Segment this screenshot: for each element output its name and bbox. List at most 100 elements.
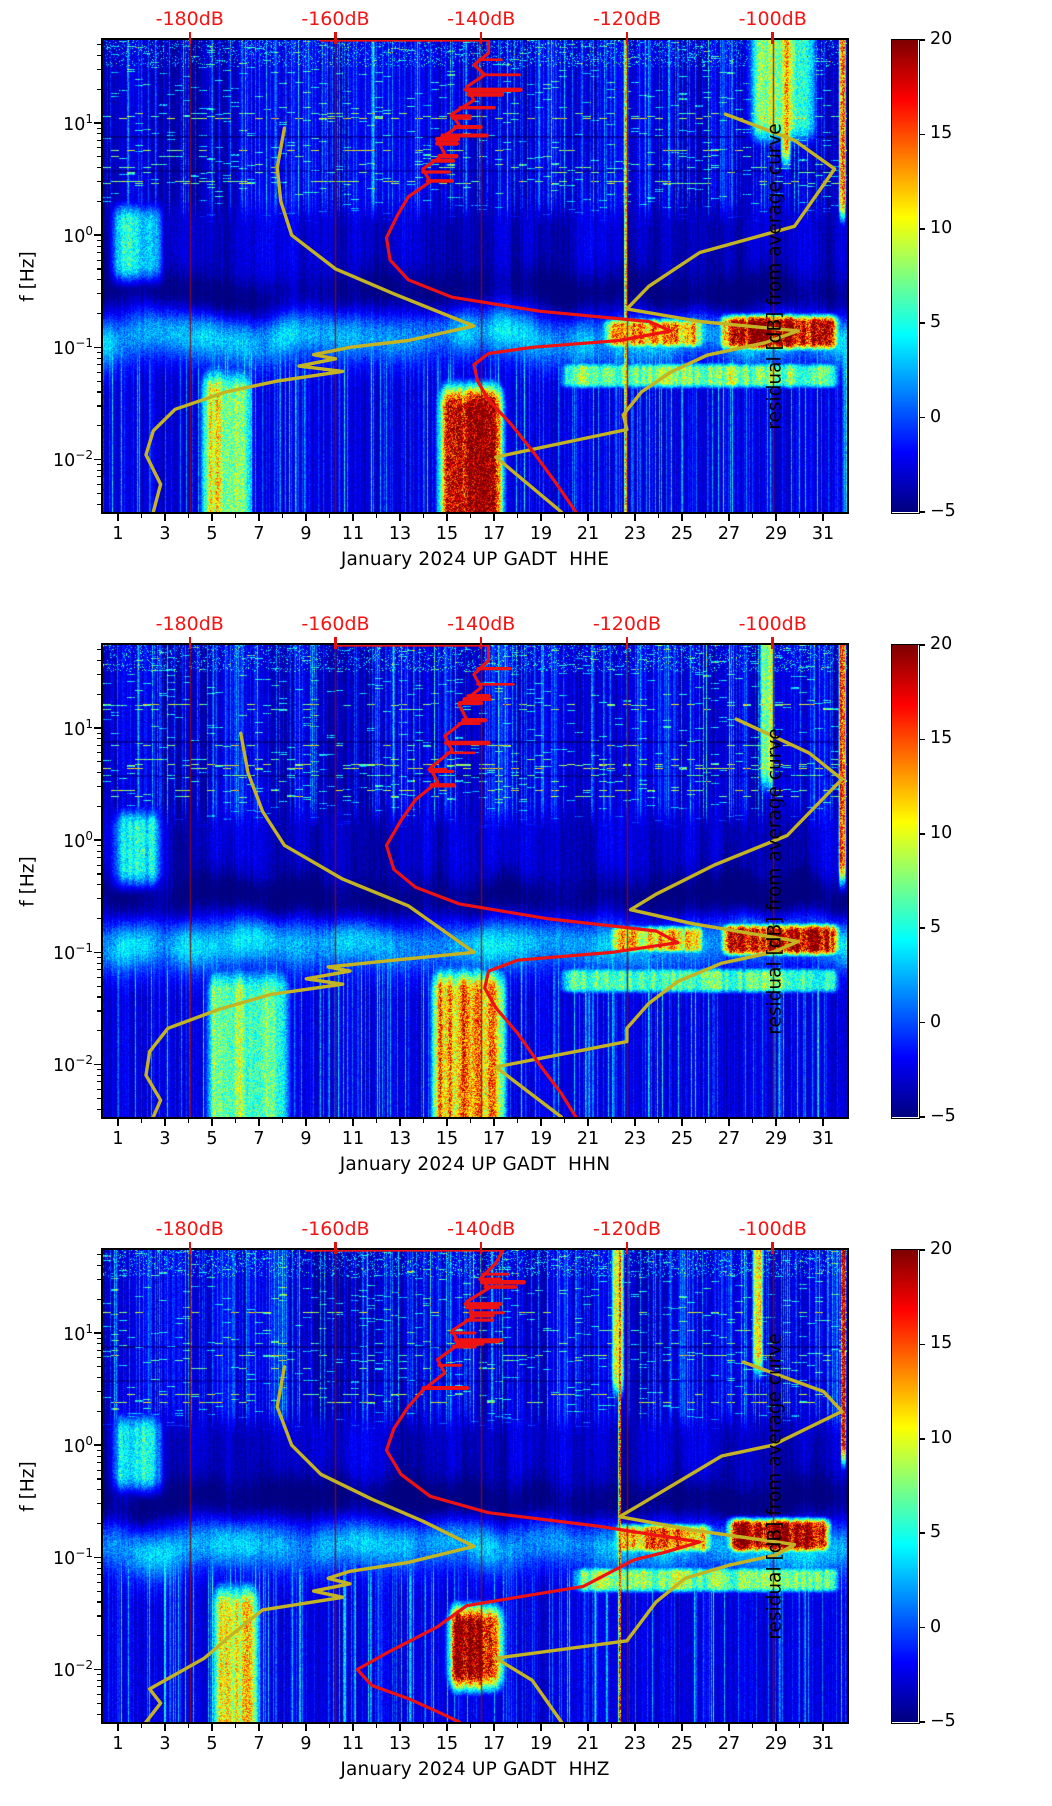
x-minor-tick	[234, 1119, 237, 1123]
y-minor-tick	[97, 469, 101, 471]
y-minor-tick	[97, 752, 101, 754]
x-tick-label: 31	[811, 1734, 835, 1754]
colorbar-tick-label: −5	[930, 1711, 956, 1731]
y-tick-label: 100	[63, 829, 93, 852]
y-minor-tick	[97, 1561, 101, 1564]
x-major-tick	[164, 514, 166, 521]
y-minor-tick	[97, 245, 101, 247]
x-tick-label: 27	[717, 524, 741, 544]
y-minor-tick	[97, 772, 101, 774]
x-major-tick	[634, 1119, 636, 1126]
x-tick-label: 7	[253, 1734, 265, 1754]
colorbar-tick	[919, 927, 925, 929]
x-major-tick	[352, 1724, 354, 1731]
y-major-tick	[94, 1668, 101, 1671]
x-major-tick	[822, 514, 824, 521]
y-minor-tick	[97, 1590, 101, 1592]
y-minor-tick	[97, 1615, 101, 1617]
y-minor-tick	[97, 1567, 101, 1569]
top-axis-label: -100dB	[738, 8, 807, 30]
y-minor-tick	[97, 1455, 101, 1457]
colorbar-title: residual [dB] from average curve	[764, 728, 786, 1035]
colorbar-tick-label: 10	[930, 217, 953, 238]
y-minor-tick	[97, 976, 101, 978]
y-minor-tick	[97, 1357, 101, 1359]
y-minor-tick	[97, 156, 101, 158]
x-minor-tick	[516, 514, 519, 518]
x-minor-tick	[563, 1724, 566, 1728]
y-tick-label: 10−2	[53, 1053, 93, 1077]
top-axis-label: -160dB	[301, 613, 370, 635]
y-tick-label: 10−1	[53, 941, 93, 965]
x-major-tick	[305, 514, 307, 521]
spectrogram-panel-hhz	[101, 1248, 849, 1724]
colorbar-tick-label: 20	[930, 1239, 953, 1259]
x-tick-label: 1	[112, 1129, 124, 1149]
x-minor-tick	[234, 514, 237, 518]
x-major-tick	[587, 514, 589, 521]
y-major-tick	[94, 1444, 101, 1446]
x-major-tick	[728, 514, 730, 521]
top-axis-label: -160dB	[301, 1218, 370, 1240]
top-axis-label: -180dB	[155, 1218, 224, 1240]
x-major-tick	[258, 1119, 260, 1126]
spectrogram-panel-hhe	[101, 38, 849, 514]
colorbar-tick	[919, 1021, 925, 1024]
y-minor-tick	[97, 364, 101, 366]
x-tick-label: 13	[388, 1129, 412, 1149]
y-minor-tick	[97, 873, 101, 875]
x-minor-tick	[469, 1724, 472, 1728]
y-minor-tick	[97, 732, 101, 734]
y-minor-tick	[97, 1478, 101, 1480]
y-minor-tick	[97, 1693, 101, 1695]
x-tick-label: 5	[206, 524, 218, 544]
x-tick-label: 9	[300, 1129, 312, 1149]
y-minor-tick	[97, 1601, 101, 1603]
x-tick-label: 25	[670, 1129, 694, 1149]
x-tick-label: 25	[670, 524, 694, 544]
red-mean-psd-curve	[319, 40, 673, 512]
x-tick-label: 25	[670, 1734, 694, 1754]
top-axis-label: -140dB	[447, 1218, 516, 1240]
x-tick-label: 23	[623, 1734, 647, 1754]
x-tick-label: 1	[112, 524, 124, 544]
x-major-tick	[822, 1724, 824, 1731]
x-minor-tick	[751, 1119, 754, 1123]
y-major-tick	[94, 1063, 101, 1066]
x-major-tick	[446, 1724, 448, 1731]
x-major-tick	[446, 1119, 448, 1126]
x-major-tick	[399, 514, 401, 521]
x-minor-tick	[375, 1724, 378, 1728]
y-tick-label: 100	[63, 224, 93, 247]
colorbar-tick-label: −5	[930, 501, 956, 521]
y-minor-tick	[97, 1366, 101, 1368]
y-major-tick	[94, 1332, 101, 1334]
top-axis-label: -140dB	[447, 8, 516, 30]
x-major-tick	[446, 514, 448, 521]
x-major-tick	[540, 1119, 542, 1126]
colorbar-tick-label: 0	[930, 406, 942, 427]
x-tick-label: 15	[435, 524, 459, 544]
x-tick-label: 23	[623, 1129, 647, 1149]
colorbar-tick	[919, 644, 925, 646]
yellow-percentile-high-curve	[494, 112, 837, 512]
x-tick-label: 3	[159, 1129, 171, 1149]
y-minor-tick	[97, 660, 101, 662]
y-axis-title: f [Hz]	[17, 856, 39, 907]
y-minor-tick	[97, 44, 101, 46]
x-major-tick	[117, 1724, 119, 1731]
y-minor-tick	[97, 88, 101, 90]
x-minor-tick	[798, 514, 801, 518]
x-major-tick	[634, 1724, 636, 1731]
y-minor-tick	[97, 371, 101, 373]
y-minor-tick	[97, 1503, 101, 1505]
y-major-tick	[94, 234, 101, 236]
y-minor-tick	[97, 380, 101, 382]
y-minor-tick	[97, 864, 101, 866]
colorbar-tick	[919, 1532, 925, 1534]
x-minor-tick	[657, 1119, 660, 1123]
x-major-tick	[822, 1119, 824, 1126]
yellow-percentile-low-curve	[144, 731, 476, 1117]
x-tick-label: 19	[529, 1734, 553, 1754]
x-minor-tick	[657, 514, 660, 518]
